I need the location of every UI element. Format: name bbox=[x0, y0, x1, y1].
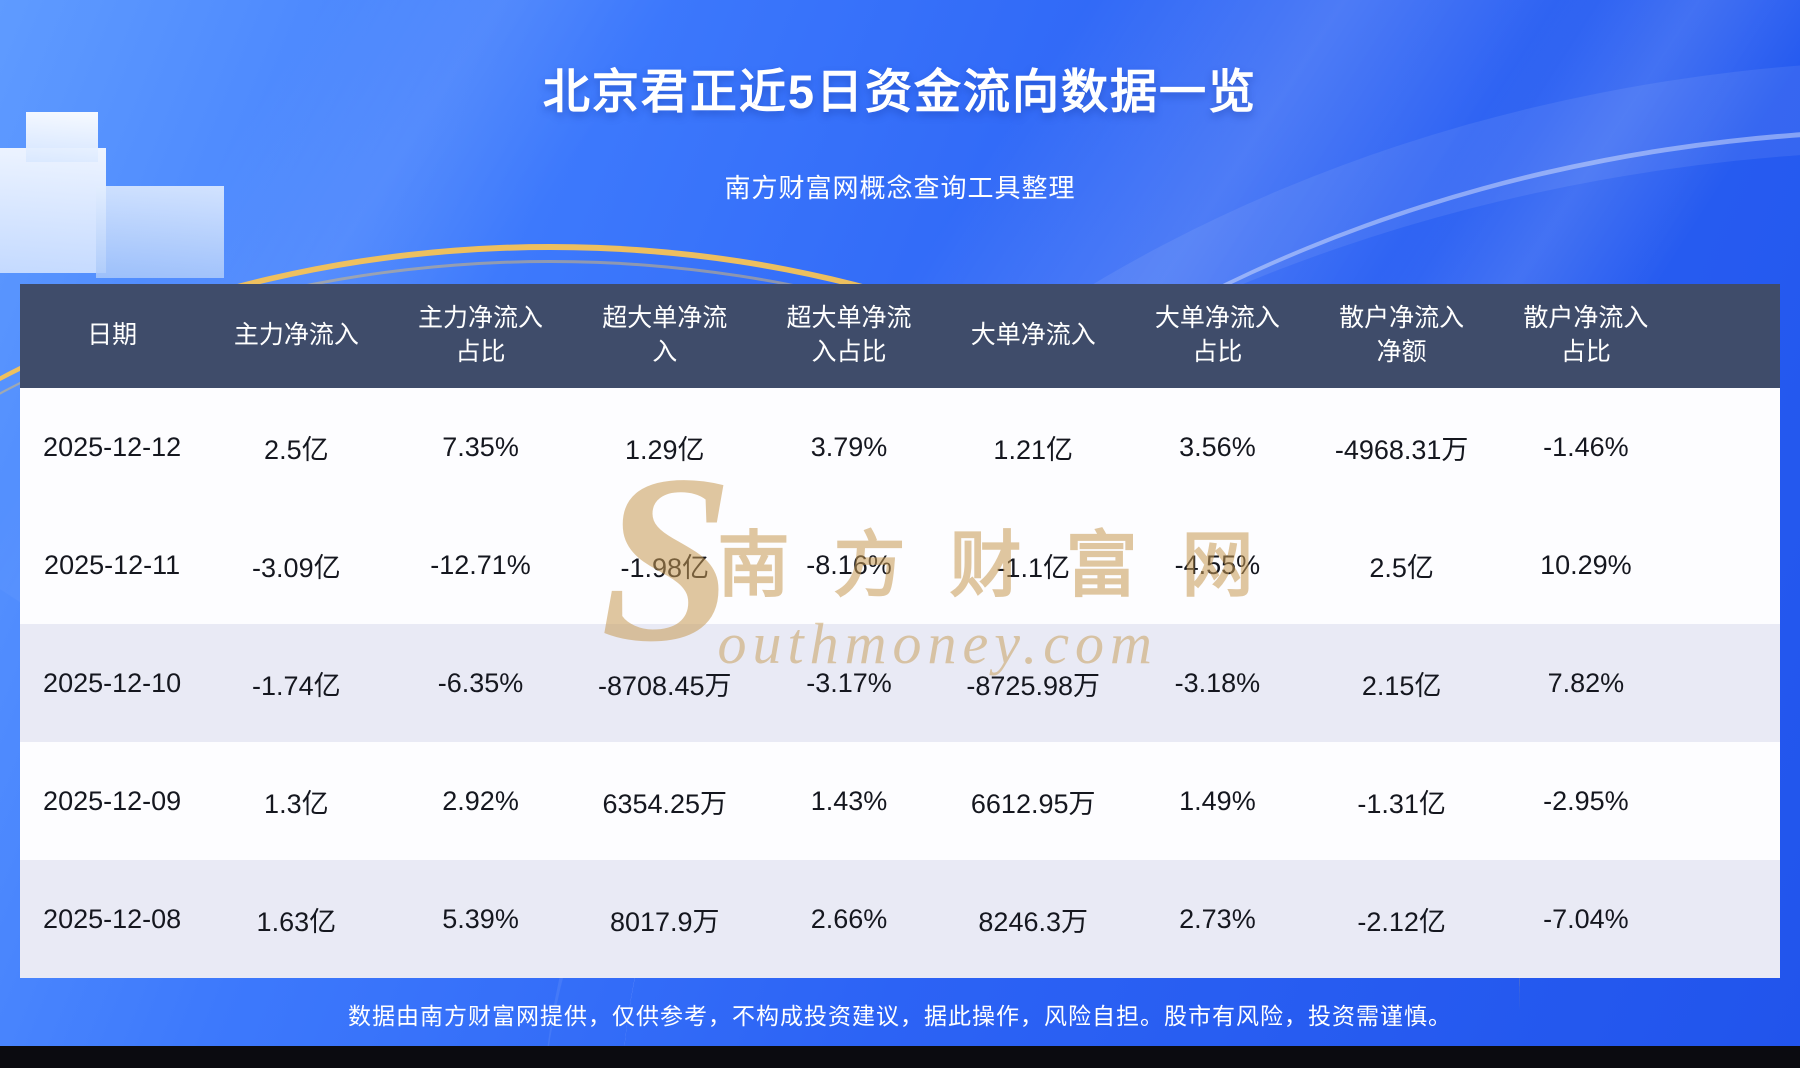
value-cell: -4.55% bbox=[1174, 549, 1261, 580]
page-header: 北京君正近5日资金流向数据一览 南方财富网概念查询工具整理 bbox=[0, 0, 1800, 204]
header-cell-3: 超大单净流入 bbox=[573, 302, 757, 370]
value-cell: -7.04% bbox=[1543, 903, 1629, 934]
value-cell: 1.63亿 bbox=[256, 906, 337, 937]
value-cell: -12.71% bbox=[430, 549, 531, 580]
value-cell: 5.39% bbox=[442, 903, 519, 934]
page-title: 北京君正近5日资金流向数据一览 bbox=[542, 65, 1258, 118]
date-cell: 2025-12-09 bbox=[43, 785, 182, 816]
value-cell: 1.43% bbox=[810, 785, 888, 816]
value-cell: 6612.95万 bbox=[970, 788, 1096, 819]
value-cell: 1.49% bbox=[1179, 785, 1256, 816]
value-cell: 8017.9万 bbox=[609, 906, 720, 937]
header-cell-0: 日期 bbox=[20, 319, 204, 353]
table-body: 2025-12-12 2.5亿 7.35% 1.29亿 3.79% 1.21亿 3.56% -… bbox=[20, 388, 1780, 978]
date-cell: 2025-12-11 bbox=[44, 549, 181, 580]
table-row-1: 2025-12-11 -3.09亿 -12.71% -1.98亿 -8.16% -1.1亿… bbox=[20, 506, 1780, 624]
table-row-3: 2025-12-09 1.3亿 2.92% 6354.25万 1.43% 6612.95万… bbox=[20, 742, 1780, 860]
value-cell: 3.56% bbox=[1179, 431, 1256, 462]
header-cell-2: 主力净流入占比 bbox=[388, 302, 572, 370]
value-cell: -2.95% bbox=[1543, 785, 1629, 816]
header-cell-6: 大单净流入占比 bbox=[1125, 302, 1309, 370]
header-label: 散户净流入占比 bbox=[1523, 304, 1649, 366]
header-label: 大单净流入 bbox=[970, 321, 1096, 350]
header-label: 超大单净流入占比 bbox=[786, 304, 912, 366]
value-cell: 2.92% bbox=[442, 785, 519, 816]
header-label: 散户净流入净额 bbox=[1339, 304, 1465, 366]
value-cell: 2.5亿 bbox=[264, 434, 329, 465]
value-cell: 1.3亿 bbox=[264, 788, 329, 819]
header-label: 超大单净流入 bbox=[602, 304, 728, 366]
value-cell: -3.18% bbox=[1174, 667, 1261, 698]
page-subtitle: 南方财富网概念查询工具整理 bbox=[724, 173, 1076, 203]
date-cell: 2025-12-10 bbox=[43, 667, 182, 698]
value-cell: 2.66% bbox=[810, 903, 888, 934]
value-cell: -8725.98万 bbox=[966, 670, 1100, 701]
value-cell: 10.29% bbox=[1540, 549, 1632, 580]
value-cell: 8246.3万 bbox=[978, 906, 1088, 937]
value-cell: 2.5亿 bbox=[1369, 552, 1434, 583]
value-cell: -1.31亿 bbox=[1357, 788, 1446, 819]
date-cell: 2025-12-08 bbox=[43, 903, 182, 934]
value-cell: 1.29亿 bbox=[624, 434, 705, 465]
disclaimer-text: 数据由南方财富网提供，仅供参考，不构成投资建议，据此操作，风险自担。股市有风险，… bbox=[348, 1003, 1452, 1030]
value-cell: -4968.31万 bbox=[1334, 434, 1469, 465]
header-cell-7: 散户净流入净额 bbox=[1310, 302, 1494, 370]
table-header-row: 日期 主力净流入 主力净流入占比 超大单净流入 超大单净流入占比 大单净流入 大单净流入占比… bbox=[20, 284, 1780, 388]
table-row-0: 2025-12-12 2.5亿 7.35% 1.29亿 3.79% 1.21亿 3.56% -… bbox=[20, 388, 1780, 506]
header-cell-8: 散户净流入占比 bbox=[1494, 302, 1678, 370]
header-label: 日期 bbox=[87, 321, 138, 350]
header-cell-1: 主力净流入 bbox=[204, 319, 388, 353]
value-cell: 6354.25万 bbox=[602, 788, 728, 819]
table-row-4: 2025-12-08 1.63亿 5.39% 8017.9万 2.66% 8246.3万 2… bbox=[20, 860, 1780, 978]
value-cell: -1.98亿 bbox=[620, 552, 710, 583]
date-cell: 2025-12-12 bbox=[43, 431, 182, 462]
header-cell-5: 大单净流入 bbox=[941, 319, 1125, 353]
value-cell: 7.35% bbox=[442, 431, 519, 462]
value-cell: -1.46% bbox=[1543, 431, 1629, 462]
value-cell: -3.09亿 bbox=[252, 552, 341, 583]
value-cell: -1.74亿 bbox=[252, 670, 341, 701]
value-cell: 2.15亿 bbox=[1361, 670, 1442, 701]
value-cell: -1.1亿 bbox=[996, 552, 1070, 583]
value-cell: -6.35% bbox=[437, 667, 524, 698]
fund-flow-table: 日期 主力净流入 主力净流入占比 超大单净流入 超大单净流入占比 大单净流入 大单净流入占比… bbox=[20, 284, 1780, 978]
value-cell: -3.17% bbox=[806, 667, 892, 698]
value-cell: -8708.45万 bbox=[597, 670, 732, 701]
header-cell-4: 超大单净流入占比 bbox=[757, 302, 941, 370]
bottom-bar bbox=[0, 1046, 1800, 1068]
header-label: 主力净流入 bbox=[233, 321, 359, 350]
value-cell: 3.79% bbox=[810, 431, 888, 462]
value-cell: -8.16% bbox=[806, 549, 892, 580]
value-cell: 7.82% bbox=[1547, 667, 1625, 698]
value-cell: 2.73% bbox=[1179, 903, 1256, 934]
header-label: 大单净流入占比 bbox=[1154, 304, 1280, 366]
value-cell: -2.12亿 bbox=[1357, 906, 1446, 937]
value-cell: 1.21亿 bbox=[993, 434, 1073, 465]
page-footer: 数据由南方财富网提供，仅供参考，不构成投资建议，据此操作，风险自担。股市有风险，… bbox=[0, 1002, 1800, 1032]
table-row-2: 2025-12-10 -1.74亿 -6.35% -8708.45万 -3.17% -87… bbox=[20, 624, 1780, 742]
header-label: 主力净流入占比 bbox=[418, 304, 544, 366]
